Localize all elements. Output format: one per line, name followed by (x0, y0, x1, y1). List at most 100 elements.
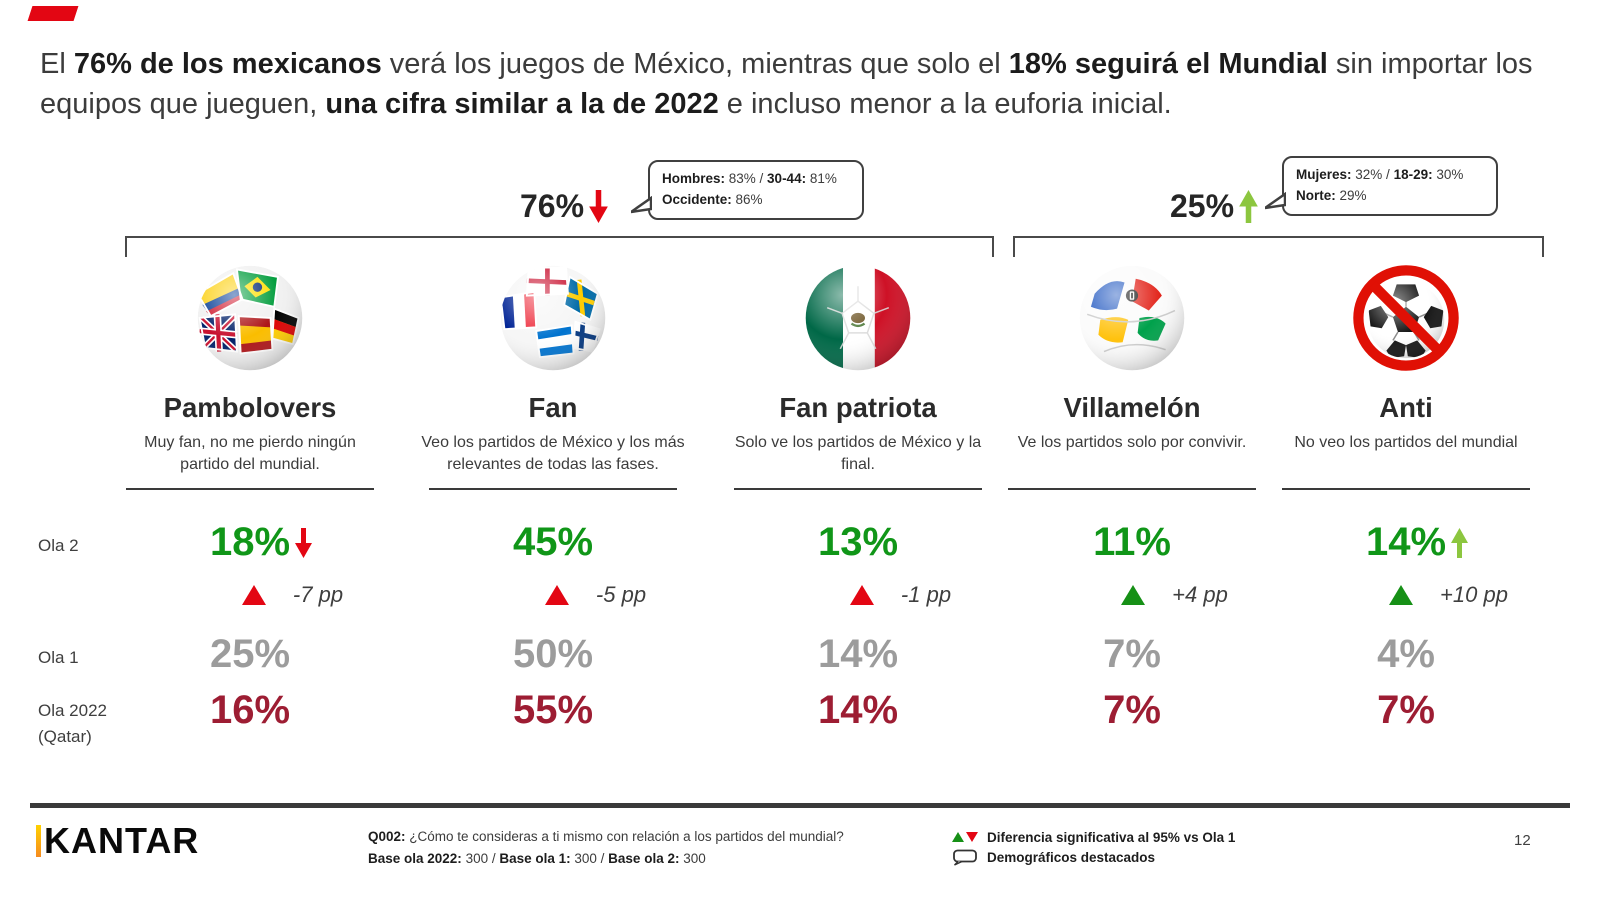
page-number: 12 (1514, 832, 1531, 849)
down-arrow-icon (295, 528, 313, 558)
ola1-value: 50% (512, 632, 594, 676)
row-label-ola2: Ola 2 (38, 536, 79, 555)
divider (734, 488, 982, 490)
group-right-value: 25% (1170, 188, 1235, 224)
group-left-value: 76% (520, 188, 585, 224)
row-label-ola2022: Ola 2022 (Qatar) (38, 701, 107, 746)
group-left-label: 76% (520, 188, 608, 225)
ola2022-value: 7% (1377, 688, 1435, 732)
ola2-value: 45% (512, 520, 594, 564)
significance-triangle-icon (1389, 585, 1414, 605)
callout-line-1: Hombres: 83% / 30-44: 81% (662, 171, 837, 186)
group-left-callout: Hombres: 83% / 30-44: 81% Occidente: 86% (631, 160, 864, 220)
up-arrow-icon (1451, 528, 1469, 558)
ola1-value: 25% (209, 632, 291, 676)
ola2-value-row: 13% (718, 520, 998, 570)
segment-title: Pambolovers (163, 392, 337, 423)
question-line: Q002: ¿Cómo te consideras a ti mismo con… (368, 829, 844, 844)
segment-description: Muy fan, no me pierdo ningún partido del… (144, 434, 356, 473)
segment-description: Ve los partidos solo por convivir. (1017, 434, 1247, 451)
segment-description: No veo los partidos del mundial (1294, 434, 1518, 451)
callout-line-2: Occidente: 86% (662, 191, 763, 207)
segment-column-fan: Fan Veo los partidos de México y los más… (413, 256, 693, 736)
legend-demographics: Demográficos destacados (952, 848, 1235, 868)
change-row: +4 pp (1034, 580, 1314, 610)
segment-column-pambolovers: Pambolovers Muy fan, no me pierdo ningún… (110, 256, 390, 736)
change-value: +10 pp (1440, 582, 1508, 607)
kantar-logo: KANTAR (36, 820, 199, 862)
ola2-value: 14% (1365, 520, 1447, 564)
significance-triangles-icon (952, 832, 978, 843)
callout-box-icon (953, 849, 977, 866)
row-label-ola1: Ola 1 (38, 648, 79, 667)
ola2-value-row: 11% (992, 520, 1272, 570)
ola1-value: 4% (1377, 632, 1435, 676)
change-row: -7 pp (152, 580, 432, 610)
up-arrow-icon (1239, 190, 1258, 223)
divider (1282, 488, 1530, 490)
segment-column-fan-patriota: Fan patriota Solo ve los partidos de Méx… (718, 256, 998, 736)
change-row: -5 pp (455, 580, 735, 610)
mexico-flag-ball-icon (718, 256, 998, 380)
significance-triangle-icon (1121, 585, 1146, 605)
world-flags-ball-icon (110, 256, 390, 380)
significance-triangle-icon (241, 585, 266, 605)
ola2-value: 11% (1093, 520, 1171, 564)
headline-text: El (40, 48, 74, 80)
segment-description: Veo los partidos de México y los más rel… (421, 434, 685, 473)
group-left-bracket (125, 236, 994, 257)
segment-column-anti: Anti No veo los partidos del mundial 14%… (1266, 256, 1546, 736)
divider (126, 488, 374, 490)
down-arrow-icon (589, 190, 608, 223)
segment-column-villamelon: Villamelón Ve los partidos solo por conv… (992, 256, 1272, 736)
footer-divider (30, 803, 1570, 808)
ola2022-value: 14% (817, 688, 899, 732)
segment-description: Solo ve los partidos de México y la fina… (734, 434, 982, 473)
group-right-label: 25% (1170, 188, 1258, 225)
ola1-value: 14% (817, 632, 899, 676)
segment-title: Villamelón (1063, 392, 1201, 423)
significance-triangle-icon (544, 585, 569, 605)
prohibited-ball-icon (1266, 256, 1546, 380)
divider (1008, 488, 1256, 490)
headline: El 76% de los mexicanos verá los juegos … (40, 48, 1533, 121)
brand-accent-mark (27, 6, 79, 21)
group-right-bracket (1013, 236, 1544, 257)
ola2-value-row: 14% (1266, 520, 1546, 570)
kantar-logo-text: KANTAR (44, 820, 200, 861)
change-value: -5 pp (595, 582, 647, 607)
ola2-value-row: 18% (110, 520, 390, 570)
callout-line-2: Norte: 29% (1296, 187, 1367, 203)
ola2022-value: 7% (1103, 688, 1161, 732)
ola2022-value: 55% (512, 688, 594, 732)
headline-bold-18: 18% seguirá el Mundial (1008, 48, 1328, 80)
ola2022-value: 16% (209, 688, 291, 732)
significance-triangle-icon (849, 585, 874, 605)
change-value: -7 pp (292, 582, 344, 607)
ola2-value-row: 45% (413, 520, 693, 570)
callout-tail (1265, 191, 1286, 210)
footnote: Q002: ¿Cómo te consideras a ti mismo con… (368, 826, 844, 869)
change-row: +10 pp (1308, 580, 1588, 610)
segment-title: Fan (528, 392, 578, 423)
tournament-ball-icon (992, 256, 1272, 380)
change-value: -1 pp (900, 582, 952, 607)
change-value: +4 pp (1172, 582, 1228, 607)
legend-significance: Diferencia significativa al 95% vs Ola 1 (952, 828, 1235, 848)
headline-bold-76: 76% de los mexicanos (73, 48, 382, 80)
ola2-value: 13% (817, 520, 899, 564)
legend: Diferencia significativa al 95% vs Ola 1… (952, 828, 1235, 867)
change-row: -1 pp (760, 580, 1040, 610)
divider (429, 488, 677, 490)
headline-bold-2022: una cifra similar a la de 2022 (325, 88, 719, 121)
segment-title: Anti (1379, 392, 1433, 423)
kantar-logo-accent (36, 825, 41, 857)
ola1-value: 7% (1103, 632, 1161, 676)
group-right-callout: Mujeres: 32% / 18-29: 30% Norte: 29% (1265, 156, 1498, 216)
callout-line-1: Mujeres: 32% / 18-29: 30% (1296, 167, 1464, 182)
ola2-value: 18% (209, 520, 291, 564)
segment-title: Fan patriota (779, 392, 937, 423)
multi-flags-ball-icon (413, 256, 693, 380)
callout-tail (631, 195, 652, 214)
